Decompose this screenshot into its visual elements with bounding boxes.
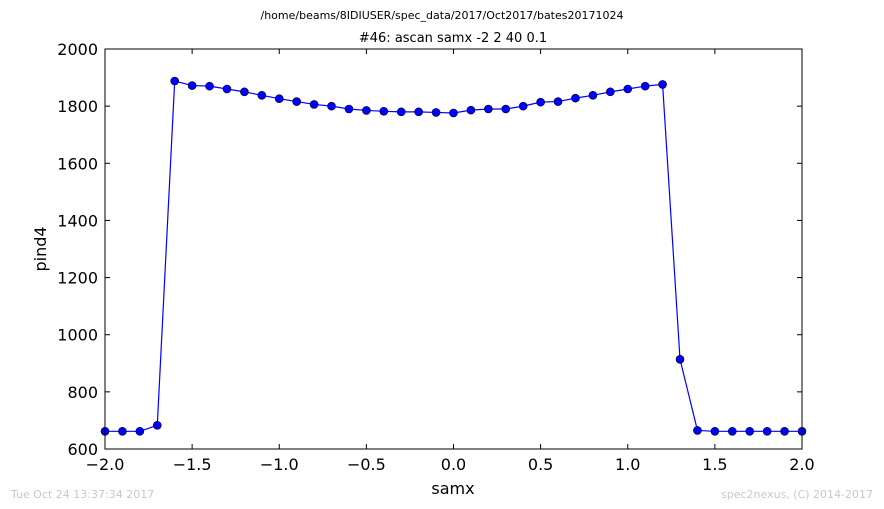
- x-tick-label: 2.0: [789, 455, 814, 474]
- data-point: [588, 90, 598, 100]
- data-point: [309, 100, 319, 109]
- data-point: [327, 101, 336, 111]
- data-point: [501, 104, 511, 114]
- data-point: [222, 84, 232, 94]
- y-tick-label: 600: [67, 440, 98, 459]
- y-tick-label: 1600: [57, 154, 98, 173]
- data-point: [553, 97, 563, 106]
- y-axis-label: pind4: [31, 226, 50, 271]
- y-tick-label: 1800: [57, 97, 98, 116]
- data-point: [693, 426, 702, 435]
- y-tick-label: 1000: [57, 326, 98, 345]
- x-tick-label: −1.0: [260, 455, 299, 474]
- data-point: [118, 426, 127, 436]
- data-point: [762, 426, 772, 436]
- data-point: [658, 80, 667, 89]
- data-point: [170, 76, 179, 86]
- data-point: [292, 97, 301, 106]
- data-point: [536, 97, 545, 107]
- data-point: [431, 108, 441, 117]
- y-tick-label: 2000: [57, 40, 98, 59]
- y-tick-label: 1400: [57, 211, 98, 230]
- data-point: [152, 420, 162, 430]
- data-point: [745, 426, 755, 436]
- data-point: [727, 426, 737, 436]
- figure-suptitle: /home/beams/8IDIUSER/spec_data/2017/Oct2…: [261, 9, 624, 22]
- footer-credit: spec2nexus, (C) 2014-2017: [721, 488, 873, 501]
- data-point: [606, 87, 615, 97]
- ticks-layer: −2.0 −1.5 −1.0 −0.5 0.0 0.5 1.0 1.5 2.0 600 800 100…: [57, 40, 814, 474]
- data-point: [205, 81, 214, 91]
- data-point: [449, 108, 458, 118]
- plot-frame: [104, 48, 803, 450]
- data-point: [780, 426, 789, 436]
- data-point: [344, 104, 354, 114]
- x-tick-label: −0.5: [347, 455, 386, 474]
- x-tick-label: 0.5: [528, 455, 553, 474]
- data-point: [484, 104, 493, 114]
- data-point: [379, 106, 389, 116]
- data-point: [675, 354, 685, 364]
- x-tick-label: 1.5: [702, 455, 727, 474]
- data-point: [396, 107, 406, 117]
- data-point: [640, 81, 650, 91]
- data-point: [466, 105, 476, 115]
- x-tick-label: −2.0: [86, 455, 125, 474]
- data-point: [571, 93, 580, 103]
- data-point: [274, 94, 284, 104]
- data-layer: [100, 76, 807, 436]
- data-point: [257, 90, 267, 100]
- x-tick-label: 0.0: [441, 455, 466, 474]
- data-point: [240, 87, 249, 97]
- data-point: [362, 106, 371, 115]
- footer-timestamp: Tue Oct 24 13:37:34 2017: [10, 488, 154, 501]
- data-point: [623, 84, 633, 94]
- x-tick-label: −1.5: [173, 455, 212, 474]
- y-tick-label: 800: [67, 383, 98, 402]
- data-point: [187, 81, 197, 90]
- data-point: [135, 426, 145, 436]
- chart-title: #46: ascan samx -2 2 40 0.1: [359, 31, 547, 46]
- x-axis-label: samx: [431, 479, 474, 498]
- x-tick-label: 1.0: [615, 455, 640, 474]
- data-point: [414, 107, 423, 117]
- series-line: [105, 80, 802, 432]
- data-point: [710, 426, 720, 436]
- y-tick-label: 1200: [57, 269, 98, 288]
- data-point: [518, 101, 528, 111]
